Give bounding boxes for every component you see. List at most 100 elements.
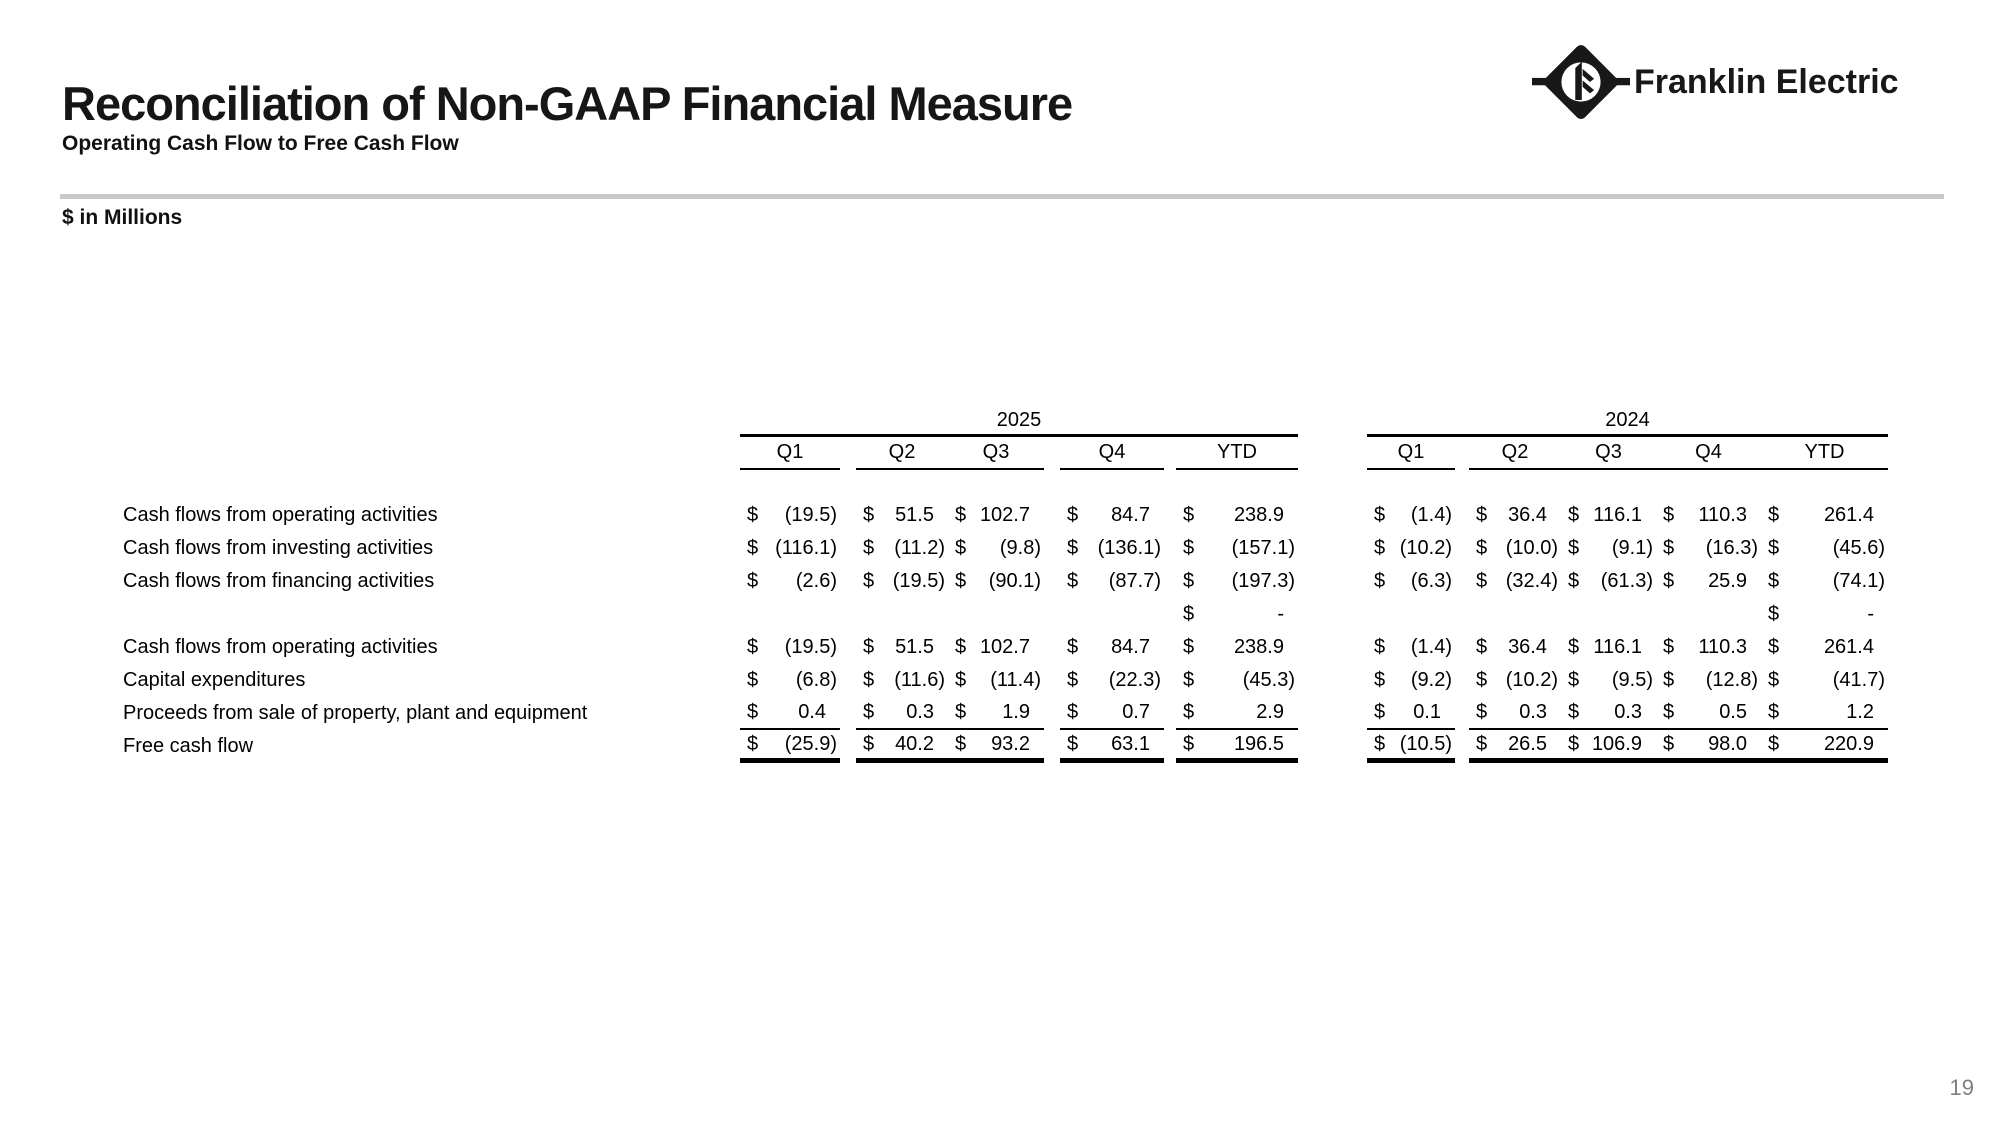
table-cell: $ (10.5) — [1367, 730, 1455, 758]
table-cell: $ (25.9) — [740, 730, 840, 758]
cell-value: (61.3) — [1600, 570, 1653, 592]
quarter-label: YTD — [1217, 441, 1257, 463]
quarter-header-cell: Q3 — [948, 437, 1044, 468]
currency-symbol: $ — [1768, 669, 1780, 691]
table-cell — [1367, 598, 1455, 631]
quarter-header-cell: YTD — [1176, 437, 1298, 468]
currency-symbol: $ — [1476, 669, 1488, 691]
currency-symbol: $ — [1568, 636, 1580, 658]
table-row: Free cash flow $ (25.9) $40.2 $93.2 $63.1 $196… — [123, 730, 1888, 763]
cell-value: 1.9 — [1002, 701, 1030, 723]
table-cell: $ (87.7) — [1060, 565, 1164, 598]
cell-value: (10.0) — [1505, 537, 1558, 559]
table-cell: $ - — [1761, 598, 1888, 631]
table-cell: $0.7 — [1060, 697, 1164, 728]
table-cell: $ (10.0) — [1469, 532, 1561, 565]
table-cell: $0.3 — [1469, 697, 1561, 728]
cell-value: (16.3) — [1705, 537, 1758, 559]
table-cell: $1.9 — [948, 697, 1044, 728]
currency-symbol: $ — [1568, 669, 1580, 691]
cell-value: 63.1 — [1111, 732, 1150, 755]
currency-symbol: $ — [747, 570, 759, 592]
quarter-label: Q1 — [1397, 441, 1425, 463]
row-label: Capital expenditures — [123, 669, 306, 691]
cell-value: (9.2) — [1410, 669, 1452, 691]
currency-symbol: $ — [1768, 603, 1780, 625]
row-label: Cash flows from operating activities — [123, 504, 438, 526]
cell-value: (45.3) — [1242, 669, 1295, 691]
logo-text: Franklin Electric — [1634, 62, 1899, 101]
row-label: Cash flows from operating activities — [123, 636, 438, 658]
cell-value: 0.1 — [1413, 701, 1441, 723]
quarter-header-cell: Q3 — [1561, 437, 1656, 468]
table-cell: $51.5 — [856, 499, 948, 532]
table-cell: $261.4 — [1761, 499, 1888, 532]
table-cell — [1561, 598, 1656, 631]
table-cell — [1060, 598, 1164, 631]
table-cell: $0.1 — [1367, 697, 1455, 728]
cell-value: 2.9 — [1256, 701, 1284, 723]
cell-value: 116.1 — [1593, 636, 1642, 658]
currency-symbol: $ — [1067, 504, 1079, 526]
table-cell: $36.4 — [1469, 631, 1561, 664]
cell-value: (1.4) — [1410, 636, 1452, 658]
table-cell: $36.4 — [1469, 499, 1561, 532]
currency-symbol: $ — [1568, 570, 1580, 592]
table-cell: $98.0 — [1656, 730, 1761, 758]
quarter-label: Q2 — [888, 441, 916, 463]
currency-symbol: $ — [1183, 570, 1195, 592]
table-row: Q1 Q2 Q3 Q4 YTD Q1 Q2 Q3 Q4 YTD — [123, 437, 1888, 470]
currency-symbol: $ — [1067, 732, 1079, 755]
quarter-header-cell: Q4 — [1060, 437, 1164, 468]
cell-value: (74.1) — [1832, 570, 1885, 592]
row-label: Free cash flow — [123, 735, 254, 757]
table-cell: $ (1.4) — [1367, 499, 1455, 532]
currency-symbol: $ — [1067, 537, 1079, 559]
cell-value: (19.5) — [892, 570, 945, 592]
cell-value: (25.9) — [784, 732, 837, 755]
cell-value: 196.5 — [1233, 732, 1284, 755]
table-cell: $102.7 — [948, 499, 1044, 532]
quarter-label: Q4 — [1098, 441, 1126, 463]
table-cell: $0.3 — [856, 697, 948, 728]
currency-symbol: $ — [1374, 636, 1386, 658]
currency-symbol: $ — [1183, 732, 1195, 755]
currency-symbol: $ — [747, 701, 759, 723]
cell-value: 0.3 — [906, 701, 934, 723]
table-cell: $ (9.8) — [948, 532, 1044, 565]
table-cell: $238.9 — [1176, 499, 1298, 532]
currency-symbol: $ — [1568, 732, 1580, 755]
table-cell: $ (11.2) — [856, 532, 948, 565]
table-cell: $93.2 — [948, 730, 1044, 758]
cell-value: 261.4 — [1823, 636, 1874, 658]
table-cell: $ (1.4) — [1367, 631, 1455, 664]
cell-value: 116.1 — [1593, 504, 1642, 526]
subtitle: Operating Cash Flow to Free Cash Flow — [62, 132, 459, 155]
currency-symbol: $ — [1568, 504, 1580, 526]
cell-value: 36.4 — [1508, 504, 1547, 526]
currency-symbol: $ — [863, 537, 875, 559]
table-cell: $0.5 — [1656, 697, 1761, 728]
currency-symbol: $ — [1663, 636, 1675, 658]
currency-symbol: $ — [955, 701, 967, 723]
currency-symbol: $ — [1663, 504, 1675, 526]
quarter-label: Q3 — [982, 441, 1010, 463]
cell-value: (2.6) — [795, 570, 837, 592]
row-label: Cash flows from investing activities — [123, 537, 434, 559]
currency-symbol: $ — [1768, 570, 1780, 592]
cell-value: 238.9 — [1233, 636, 1284, 658]
cell-value: (9.8) — [999, 537, 1041, 559]
table-cell — [740, 598, 840, 631]
currency-symbol: $ — [1476, 504, 1488, 526]
cell-value: (1.4) — [1410, 504, 1452, 526]
currency-symbol: $ — [747, 636, 759, 658]
cell-value: (90.1) — [988, 570, 1041, 592]
table-cell: $ (32.4) — [1469, 565, 1561, 598]
cell-value: 0.4 — [798, 701, 826, 723]
table-cell: $196.5 — [1176, 730, 1298, 758]
cell-value: 36.4 — [1508, 636, 1547, 658]
quarter-header-cell: Q2 — [1469, 437, 1561, 468]
year-label: 2025 — [996, 408, 1042, 431]
table-row: Cash flows from operating activities $ (19… — [123, 631, 1888, 664]
page-title: Reconciliation of Non-GAAP Financial Mea… — [62, 77, 1073, 130]
